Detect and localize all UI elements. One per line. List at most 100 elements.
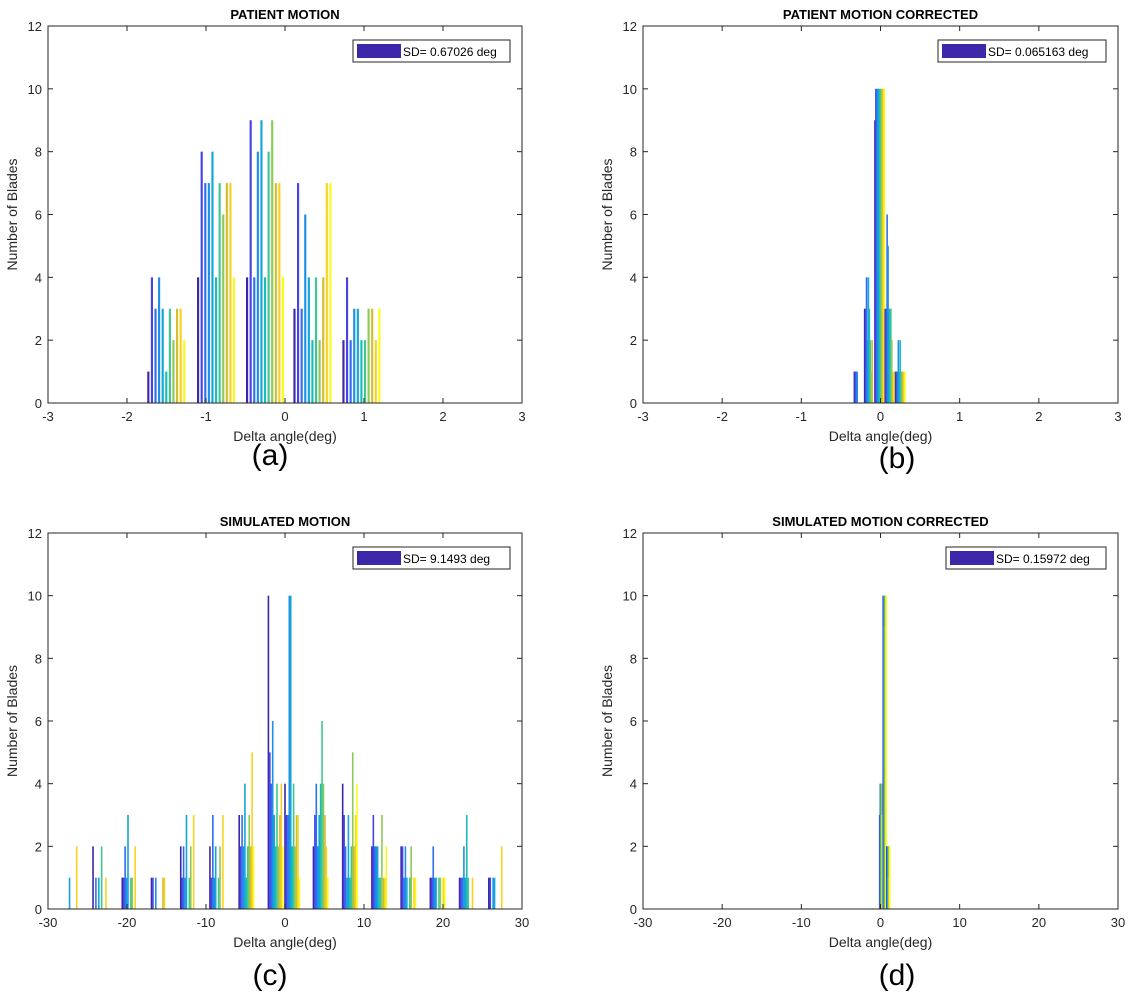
bar (896, 371, 899, 403)
bar (885, 595, 887, 909)
bar (95, 877, 97, 909)
bar (373, 846, 376, 909)
bar (182, 846, 185, 909)
bar (213, 877, 216, 909)
bar (188, 877, 191, 909)
bar (433, 877, 436, 909)
bar (279, 815, 281, 909)
bar (241, 815, 243, 909)
bar (249, 846, 252, 909)
bar (325, 846, 328, 909)
bar (878, 88, 881, 403)
bar (150, 877, 153, 909)
bar (294, 846, 296, 909)
bar (901, 371, 903, 403)
bar (210, 877, 213, 909)
legend-label: SD= 9.1493 deg (403, 552, 490, 566)
y-tick-label: 8 (35, 651, 42, 666)
bar-group (68, 595, 503, 909)
bar (281, 277, 285, 403)
bar (276, 783, 278, 909)
bar (292, 783, 295, 909)
bar (438, 877, 440, 909)
bar (209, 846, 211, 909)
bar (158, 277, 161, 403)
y-tick-label: 0 (630, 902, 637, 917)
bar (307, 277, 310, 403)
x-tick-label: -20 (118, 915, 137, 930)
x-tick-label: 2 (439, 409, 446, 424)
legend-label: SD= 0.67026 deg (403, 45, 497, 59)
bar (886, 214, 888, 403)
x-tick-label: -1 (200, 409, 212, 424)
bar (378, 877, 380, 909)
bar (890, 308, 892, 403)
x-axis-label: Delta angle(deg) (829, 934, 933, 950)
bar (248, 815, 251, 909)
bar (270, 783, 273, 909)
y-tick-label: 12 (623, 19, 637, 34)
bar (877, 88, 880, 403)
bar (374, 340, 377, 403)
bar (893, 371, 896, 403)
y-tick-label: 2 (35, 839, 42, 854)
bar (349, 340, 352, 403)
bar (876, 88, 878, 403)
x-tick-label: 3 (518, 409, 525, 424)
bar (443, 877, 446, 909)
bar (168, 308, 171, 403)
bar (902, 371, 904, 403)
bar (371, 308, 374, 403)
y-tick-label: 12 (28, 526, 42, 541)
x-tick-label: 10 (357, 915, 371, 930)
bar (277, 846, 280, 909)
bar (125, 877, 128, 909)
x-tick-label: -2 (121, 409, 133, 424)
bar (300, 308, 303, 403)
x-tick-label: -10 (197, 915, 216, 930)
bar (410, 846, 412, 909)
bar (252, 846, 255, 909)
bar (246, 277, 249, 403)
bar (284, 783, 286, 909)
chart-title: SIMULATED MOTION (220, 514, 350, 529)
y-tick-label: 6 (630, 714, 637, 729)
bar (329, 183, 332, 403)
bar (890, 340, 893, 403)
y-tick-label: 4 (35, 777, 42, 792)
bar (318, 815, 320, 909)
x-tick-label: 10 (952, 915, 966, 930)
bar (458, 877, 461, 909)
bar (856, 371, 858, 403)
bar (175, 308, 179, 403)
x-tick-label: -1 (796, 409, 808, 424)
bar (122, 877, 125, 909)
bar-group (147, 120, 381, 403)
bar (244, 783, 246, 909)
bar (285, 815, 288, 909)
chart-title: PATIENT MOTION (230, 7, 339, 22)
bar (75, 846, 78, 909)
bar (881, 88, 884, 403)
bar (384, 877, 386, 909)
panel-caption: (a) (252, 439, 289, 472)
bar (895, 371, 898, 403)
bar (192, 815, 195, 909)
bar (321, 721, 323, 909)
legend-label: SD= 0.15972 deg (996, 552, 1090, 566)
bar (281, 846, 284, 909)
bar (189, 846, 192, 909)
bar (295, 815, 298, 909)
y-tick-label: 12 (28, 19, 42, 34)
bar (354, 815, 357, 909)
x-tick-label: 0 (877, 915, 884, 930)
bar (343, 815, 345, 909)
bar (900, 371, 902, 403)
bar (260, 120, 263, 403)
y-tick-label: 2 (630, 333, 637, 348)
y-tick-label: 12 (623, 526, 637, 541)
bar (246, 846, 249, 909)
bar (385, 846, 388, 909)
x-tick-label: -30 (39, 915, 58, 930)
